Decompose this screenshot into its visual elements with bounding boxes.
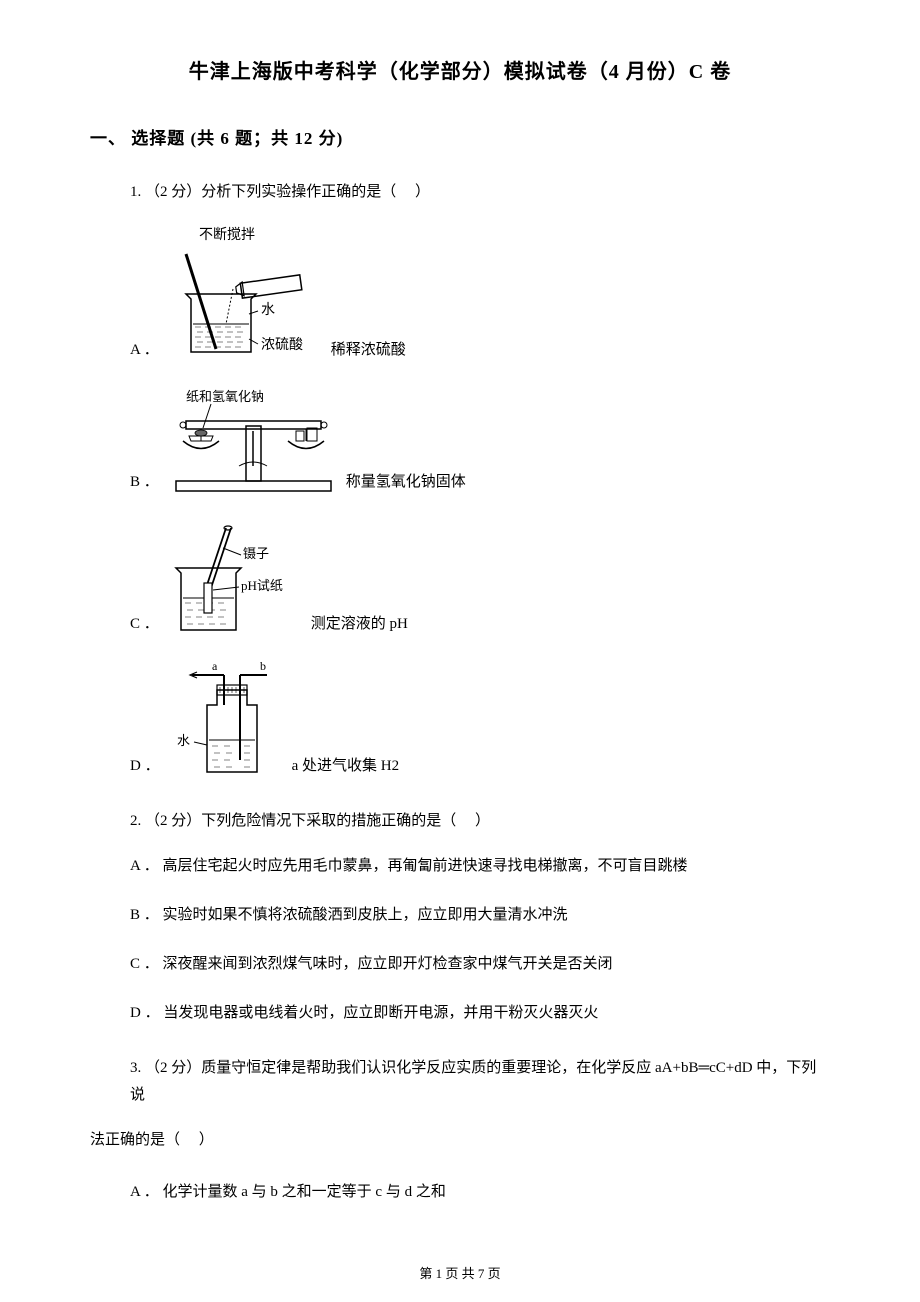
q1-option-a: A ． bbox=[90, 224, 830, 364]
question-3-text-1: 3. （2 分）质量守恒定律是帮助我们认识化学反应实质的重要理论，在化学反应 a… bbox=[90, 1055, 830, 1109]
option-caption: 测定溶液的 pH bbox=[311, 611, 408, 638]
page-footer: 第 1 页 共 7 页 bbox=[0, 1263, 920, 1282]
q1-option-d: D ． bbox=[90, 660, 830, 780]
option-caption: 称量氢氧化钠固体 bbox=[346, 469, 466, 496]
svg-text:水: 水 bbox=[261, 302, 275, 318]
question-1: 1. （2 分）分析下列实验操作正确的是（ ） A ． bbox=[90, 179, 830, 780]
q2-option-b: B ． 实验时如果不慎将浓硫酸洒到皮肤上，应立即用大量清水冲洗 bbox=[90, 902, 830, 929]
svg-text:镊子: 镊子 bbox=[243, 546, 269, 561]
svg-text:浓硫酸: 浓硫酸 bbox=[261, 337, 303, 353]
option-caption: 稀释浓硫酸 bbox=[331, 337, 406, 364]
option-label: A ． bbox=[130, 337, 159, 364]
svg-text:纸和氢氧化钠: 纸和氢氧化钠 bbox=[186, 389, 264, 404]
svg-text:水: 水 bbox=[177, 733, 190, 748]
q2-option-c: C ． 深夜醒来闻到浓烈煤气味时，应立即开灯检查家中煤气开关是否关闭 bbox=[90, 951, 830, 978]
question-1-text: 1. （2 分）分析下列实验操作正确的是（ ） bbox=[90, 179, 830, 206]
question-2-text: 2. （2 分）下列危险情况下采取的措施正确的是（ ） bbox=[90, 808, 830, 835]
question-2: 2. （2 分）下列危险情况下采取的措施正确的是（ ） A ． 高层住宅起火时应… bbox=[90, 808, 830, 1027]
question-3: 3. （2 分）质量守恒定律是帮助我们认识化学反应实质的重要理论，在化学反应 a… bbox=[90, 1055, 830, 1206]
option-label: D ． bbox=[130, 753, 160, 780]
exam-title: 牛津上海版中考科学（化学部分）模拟试卷（4 月份）C 卷 bbox=[90, 55, 830, 84]
question-3-text-2: 法正确的是（ ） bbox=[90, 1127, 830, 1154]
diagram-balance: 纸和氢氧化钠 bbox=[171, 386, 336, 496]
option-label: C ． bbox=[130, 611, 159, 638]
option-label: B ． bbox=[130, 469, 159, 496]
q2-option-a: A ． 高层住宅起火时应先用毛巾蒙鼻，再匍匐前进快速寻找电梯撤离，不可盲目跳楼 bbox=[90, 853, 830, 880]
diagram-dilute-acid: 不断搅拌 水 浓硫酸 bbox=[171, 224, 321, 364]
svg-text:不断搅拌: 不断搅拌 bbox=[199, 227, 255, 243]
svg-text:pH试纸: pH试纸 bbox=[241, 578, 283, 593]
q1-option-c: C ． 镊子 pH试纸 bbox=[90, 518, 830, 638]
svg-text:b: b bbox=[260, 660, 266, 673]
q3-option-a: A ． 化学计量数 a 与 b 之和一定等于 c 与 d 之和 bbox=[90, 1179, 830, 1206]
q1-option-b: B ． bbox=[90, 386, 830, 496]
option-caption: a 处进气收集 H2 bbox=[292, 753, 400, 780]
svg-text:a: a bbox=[212, 660, 218, 673]
q2-option-d: D ． 当发现电器或电线着火时，应立即断开电源，并用干粉灭火器灭火 bbox=[90, 1000, 830, 1027]
diagram-ph-test: 镊子 pH试纸 bbox=[171, 518, 301, 638]
diagram-gas-collection: a b 水 bbox=[172, 660, 282, 780]
section-1-header: 一、 选择题 (共 6 题；共 12 分) bbox=[90, 124, 830, 149]
